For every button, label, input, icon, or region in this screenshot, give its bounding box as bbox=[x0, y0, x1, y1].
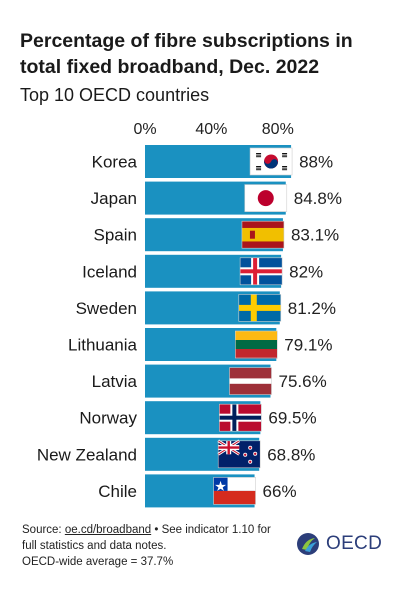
chart-title: Percentage of fibre subscriptions in tot… bbox=[20, 30, 353, 78]
category-label: Latvia bbox=[92, 372, 138, 391]
category-label: Sweden bbox=[76, 299, 137, 318]
source-prefix: Source: bbox=[22, 524, 65, 536]
sweden-flag bbox=[238, 294, 282, 322]
new-zealand-flag bbox=[217, 439, 261, 469]
chart-footer: Source: oe.cd/broadband • See indicator … bbox=[22, 522, 282, 570]
korea-flag bbox=[249, 147, 293, 176]
oecd-average-note: OECD-wide average = 37.7% bbox=[22, 556, 174, 568]
category-label: Iceland bbox=[82, 262, 137, 281]
category-label: Chile bbox=[98, 482, 137, 501]
spain-flag bbox=[241, 220, 285, 249]
x-tick-label: 40% bbox=[195, 121, 227, 138]
oecd-logo[interactable]: OECD bbox=[296, 532, 382, 556]
latvia-flag bbox=[229, 367, 272, 395]
category-label: Korea bbox=[92, 153, 138, 172]
source-link[interactable]: oe.cd/broadband bbox=[64, 524, 152, 536]
category-label: Spain bbox=[94, 226, 137, 245]
value-label: 79.1% bbox=[284, 336, 332, 355]
value-label: 88% bbox=[299, 153, 333, 172]
x-tick-label: 80% bbox=[262, 121, 294, 138]
chile-flag bbox=[213, 477, 256, 505]
oecd-logo-text: OECD bbox=[326, 533, 383, 554]
value-label: 83.1% bbox=[291, 226, 339, 245]
chart-subtitle: Top 10 OECD countries bbox=[20, 85, 210, 105]
x-tick-label: 0% bbox=[133, 121, 156, 138]
source-suffix: • See indicator 1.10 for full statistics… bbox=[22, 524, 271, 552]
lithuania-flag bbox=[235, 330, 278, 359]
iceland-flag bbox=[239, 257, 283, 286]
category-label: Norway bbox=[79, 409, 137, 428]
value-label: 82% bbox=[289, 262, 323, 281]
bar-chart: 0% 40% 80% Korea 88% Japan 84.8% Spain 83.1% Icel… bbox=[37, 121, 342, 508]
value-label: 81.2% bbox=[288, 299, 336, 318]
value-label: 69.5% bbox=[268, 409, 316, 428]
value-label: 84.8% bbox=[294, 189, 342, 208]
category-label: Lithuania bbox=[68, 336, 138, 355]
value-label: 68.8% bbox=[267, 445, 315, 464]
value-label: 66% bbox=[263, 482, 297, 501]
oecd-logo-icon bbox=[297, 533, 319, 555]
category-label: New Zealand bbox=[37, 445, 137, 464]
norway-flag bbox=[219, 403, 262, 432]
japan-flag bbox=[244, 184, 288, 212]
category-label: Japan bbox=[91, 189, 137, 208]
value-label: 75.6% bbox=[278, 372, 326, 391]
